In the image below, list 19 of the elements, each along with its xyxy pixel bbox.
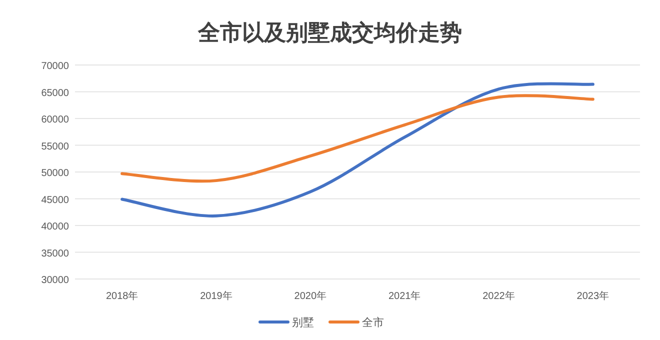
line-series [120, 82, 594, 218]
x-tick-label: 2018年 [106, 290, 138, 302]
chart-title: 全市以及别墅成交均价走势 [197, 20, 462, 45]
y-tick-label: 60000 [41, 114, 70, 126]
y-tick-label: 30000 [41, 275, 70, 286]
y-tick-label: 40000 [41, 222, 70, 232]
legend-label: 别墅 [292, 317, 314, 329]
y-tick-label: 50000 [41, 168, 70, 179]
y-tick-label: 70000 [41, 61, 70, 72]
x-tick-label: 2022年 [482, 290, 515, 302]
y-tick-label: 55000 [41, 141, 70, 152]
legend-label: 全市 [362, 316, 384, 329]
y-tick-label: 45000 [41, 194, 70, 206]
x-tick-label: 2023年 [576, 290, 610, 302]
x-tick-label: 2019年 [200, 290, 232, 302]
x-tick-label: 2020年 [294, 290, 327, 302]
y-tick-label: 35000 [41, 248, 70, 260]
y-tick-label: 65000 [41, 88, 70, 99]
x-tick-label: 2021年 [388, 290, 421, 302]
